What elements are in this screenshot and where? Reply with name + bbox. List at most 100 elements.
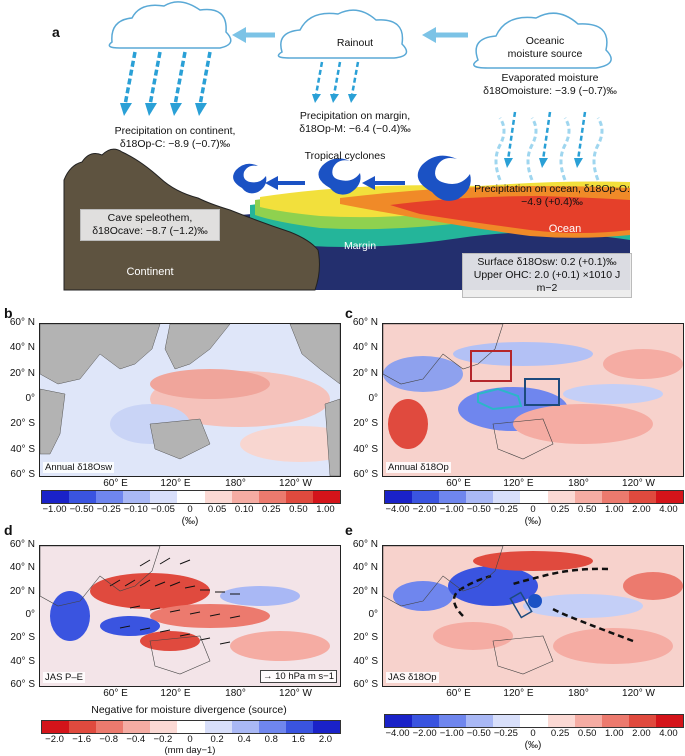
- map-b-lat-label: 60° S: [10, 469, 35, 480]
- panel-label-b: b: [4, 305, 13, 321]
- map-c-lat-label: 20° N: [352, 367, 378, 379]
- margin-rain: [312, 61, 360, 103]
- cbar-e-tick: 2.00: [632, 728, 651, 739]
- cbar-b-tick: 0.25: [262, 504, 281, 515]
- colorbar-d-unit: (mm day−1): [164, 745, 216, 756]
- map-c-lat-label: 40° S: [353, 443, 378, 455]
- tropical-cyclones-label: Tropical cyclones: [304, 150, 386, 162]
- cbar-e-tick: −1.00: [439, 728, 464, 739]
- map-d-lat-label: 60° S: [10, 679, 35, 690]
- cbar-b-swatch: [204, 491, 232, 503]
- map-c-field: [383, 324, 683, 460]
- cbar-d-swatch: [42, 721, 70, 733]
- cbar-b-swatch: [150, 491, 178, 503]
- map-c-annual-d18op: Annual δ18Op: [382, 323, 684, 477]
- map-b-lon-label: 60° E: [103, 478, 128, 489]
- map-b-lon-label: 120° W: [279, 478, 312, 489]
- colorbar-c-unit: (‰): [524, 516, 542, 527]
- cbar-b-tick: 0.50: [289, 504, 308, 515]
- map-d-lat-label: 60° N: [9, 539, 35, 550]
- cbar-e-tick: 0: [530, 728, 536, 739]
- cbar-c-swatch: [601, 491, 629, 503]
- p-continent-label-1: Precipitation on continent,: [114, 125, 236, 137]
- colorbar-c: [384, 490, 684, 504]
- cbar-e-swatch: [655, 715, 684, 727]
- cbar-c-tick: −1.00: [439, 504, 464, 515]
- cbar-b-tick: 0.05: [207, 504, 227, 515]
- moisture-transport-arrows: [232, 27, 468, 43]
- map-d-lon-label: 60° E: [103, 688, 128, 699]
- map-d-jas-p-e: JAS P–E → 10 hPa m s−1: [39, 545, 341, 687]
- map-b-lon-label: 180°: [225, 478, 246, 489]
- ocean-hot-layer: [390, 196, 630, 233]
- cbar-e-swatch: [520, 715, 548, 727]
- cbar-c-tick: −0.25: [493, 504, 518, 515]
- cbar-b-swatch: [42, 491, 70, 503]
- cbar-b-tick: −0.05: [150, 504, 175, 515]
- map-c-lon-label: 60° E: [446, 478, 471, 489]
- map-d-lat-label: 40° S: [10, 655, 35, 667]
- cbar-d-tick: −0.2: [153, 734, 173, 745]
- map-b-field: [40, 324, 340, 476]
- upper-ohc-label: Upper OHC: 2.0 (+0.1) ×1010 J m−2: [473, 269, 621, 294]
- cbar-d-tick: −1.6: [72, 734, 91, 745]
- cbar-d-tick: 0: [187, 734, 193, 745]
- map-c-lat-label: 0°: [368, 393, 378, 404]
- cbar-c-tick: 0: [530, 504, 536, 515]
- cbar-d-swatch: [204, 721, 232, 733]
- evaporation-arrows: [494, 117, 604, 181]
- cave-label-1: Cave speleothem,: [107, 212, 193, 224]
- cbar-d-swatch: [285, 721, 313, 733]
- cbar-c-tick: 2.00: [632, 504, 651, 515]
- cbar-d-tick: 0.8: [264, 734, 278, 745]
- cbar-e-tick: 0.50: [577, 728, 597, 739]
- cbar-e-tick: −4.00: [385, 728, 410, 739]
- cbar-b-tick: 0: [187, 504, 193, 515]
- cbar-c-swatch: [574, 491, 602, 503]
- map-e-lat-label: 0°: [368, 609, 378, 620]
- cbar-d-tick: 0.2: [210, 734, 224, 745]
- cbar-c-swatch: [628, 491, 656, 503]
- colorbar-b: [41, 490, 341, 504]
- cbar-b-tick: −0.25: [96, 504, 121, 515]
- cbar-b-swatch: [177, 491, 205, 503]
- cbar-c-tick: −4.00: [385, 504, 410, 515]
- cbar-e-swatch: [628, 715, 656, 727]
- map-e-field: [383, 546, 683, 675]
- map-e-jas-d18op: JAS δ18Op: [382, 545, 684, 687]
- cave-speleothem-box: Cave speleothem, δ18Ocave: −8.7 (−1.2)‰: [80, 209, 220, 241]
- cbar-d-tick: 1.6: [291, 734, 305, 745]
- cbar-d-tick: 2.0: [318, 734, 333, 745]
- cbar-e-tick: −0.50: [466, 728, 491, 739]
- cbar-c-swatch: [466, 491, 494, 503]
- map-c-label: Annual δ18Op: [386, 462, 451, 473]
- cbar-b-tick: −0.10: [123, 504, 148, 515]
- colorbar-e-unit: (‰): [524, 740, 542, 751]
- cbar-e-tick: −2.00: [412, 728, 437, 739]
- map-c-lat-label: 40° N: [352, 342, 378, 354]
- cbar-c-swatch: [412, 491, 440, 503]
- p-ocean-label: Precipitation on ocean, δ18Op-O: −4.9 (+…: [474, 183, 630, 208]
- map-e-lat-label: 60° N: [352, 539, 378, 550]
- cbar-e-swatch: [601, 715, 629, 727]
- map-c-lon-label: 120° W: [622, 478, 655, 489]
- map-c-lat-label: 60° S: [353, 469, 378, 480]
- cbar-c-swatch: [439, 491, 467, 503]
- cbar-e-swatch: [547, 715, 575, 727]
- cbar-e-swatch: [412, 715, 440, 727]
- ocean-cloud: [473, 12, 612, 69]
- cbar-c-swatch: [385, 491, 413, 503]
- map-d-label: JAS P–E: [43, 672, 86, 683]
- cbar-c-swatch: [493, 491, 521, 503]
- cbar-d-swatch: [231, 721, 259, 733]
- map-e-lat-label: 40° S: [353, 655, 378, 667]
- map-d-field: [40, 546, 330, 675]
- map-e-lat-label: 20° S: [353, 632, 378, 644]
- map-c-lon-label: 120° E: [503, 478, 534, 489]
- cbar-d-tick: 0.4: [237, 734, 251, 745]
- map-c-lon-label: 180°: [568, 478, 589, 489]
- cbar-c-tick: −2.00: [412, 504, 437, 515]
- continent-cloud: [108, 1, 232, 49]
- map-d-lat-label: 40° N: [9, 562, 35, 574]
- cbar-d-swatch: [96, 721, 124, 733]
